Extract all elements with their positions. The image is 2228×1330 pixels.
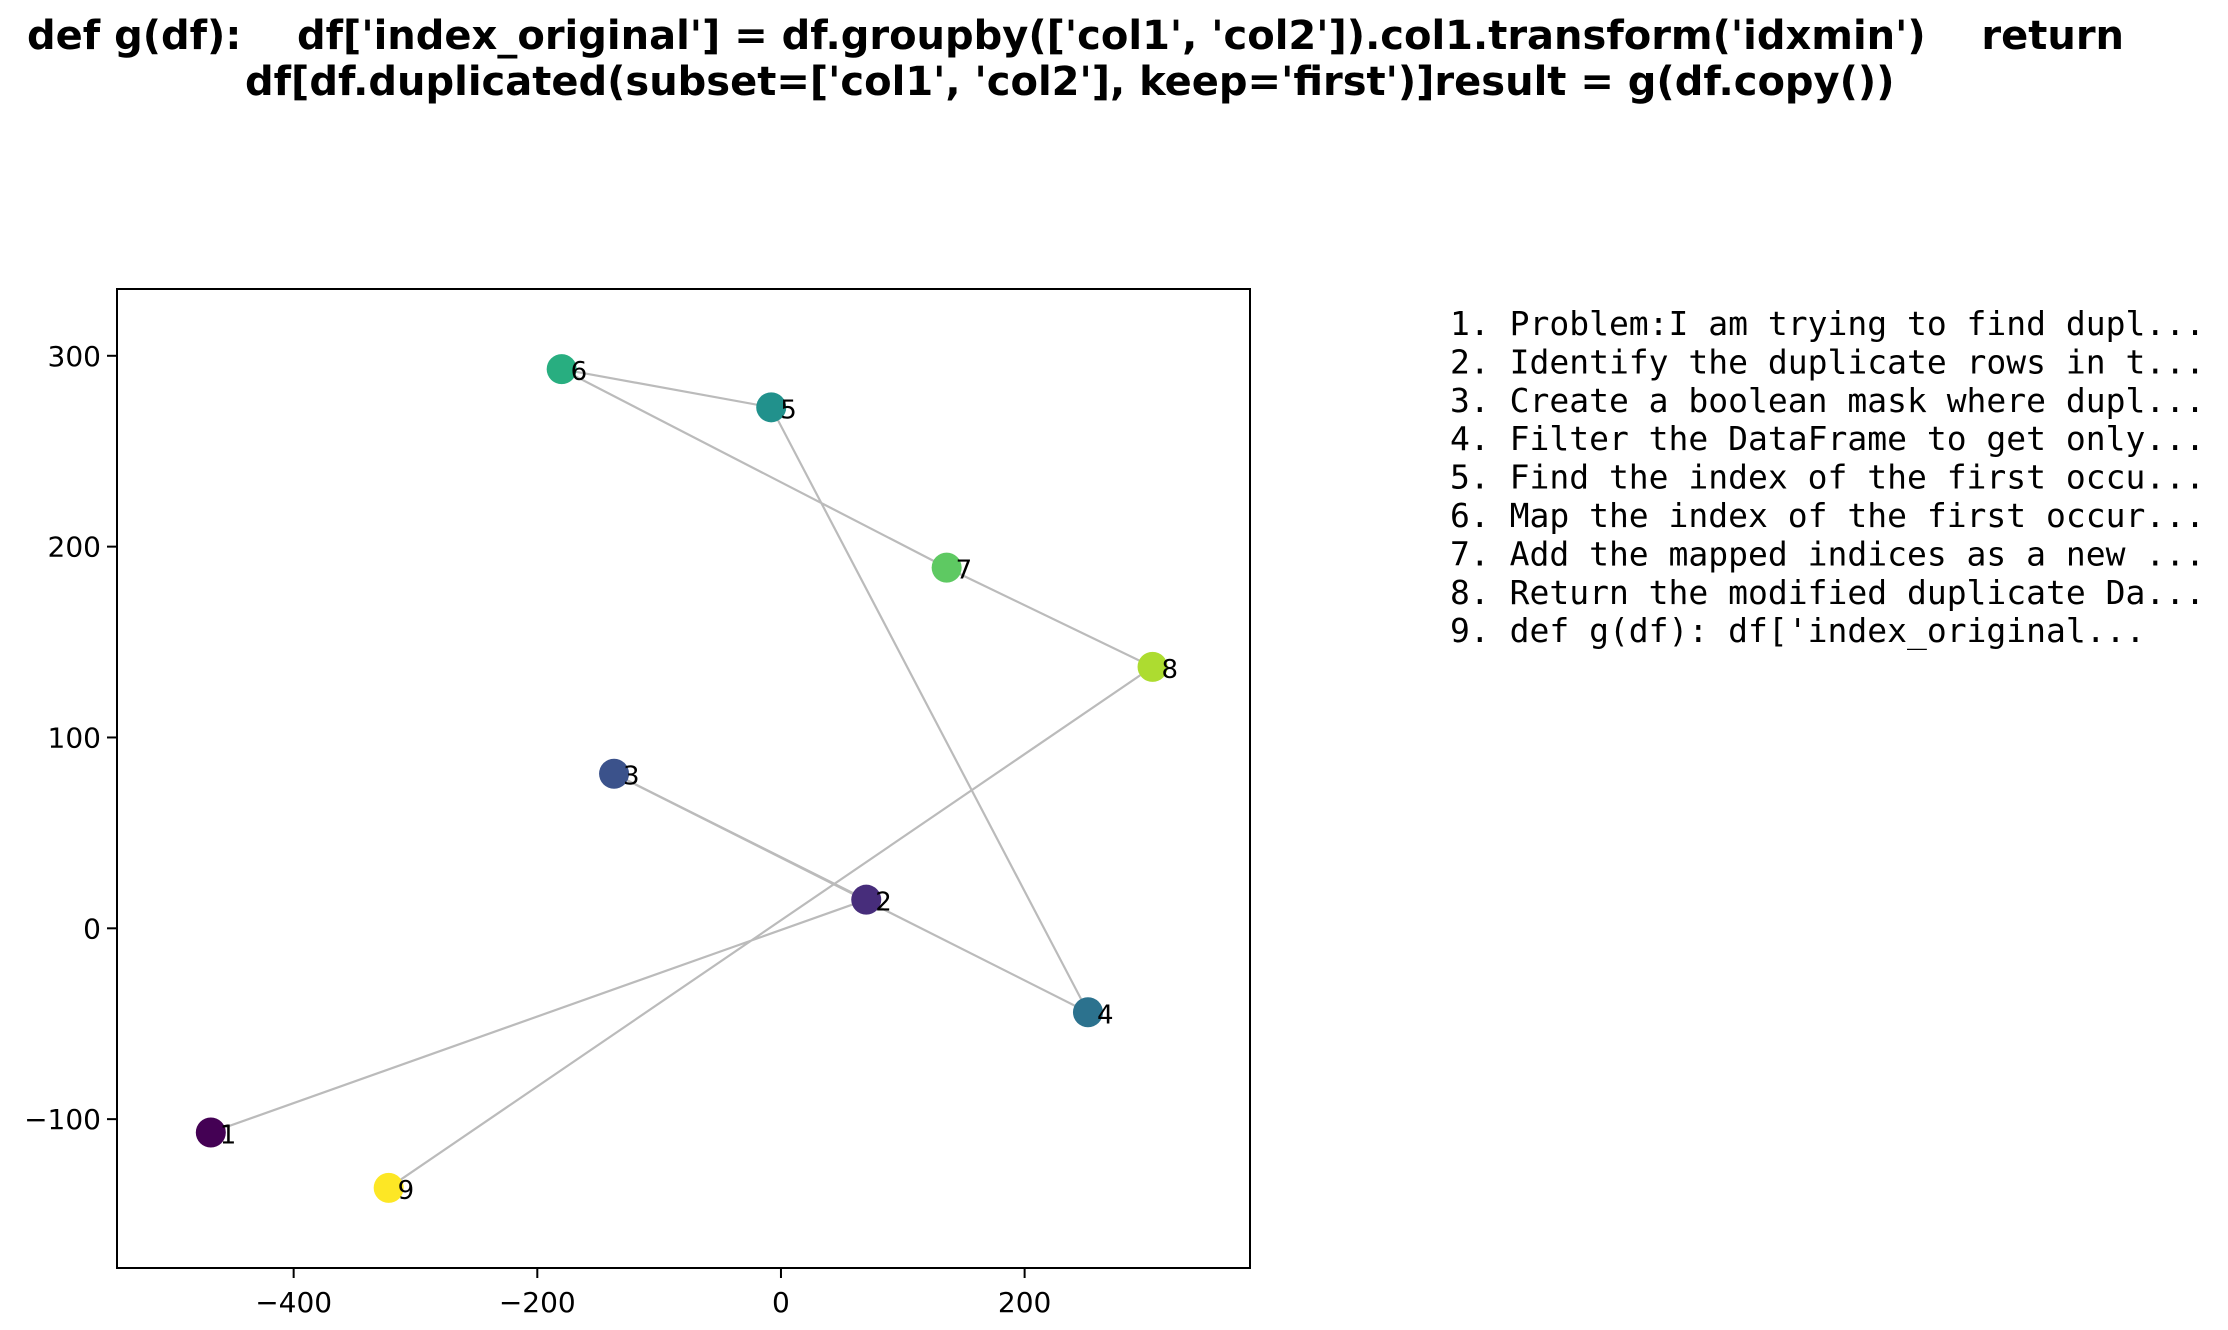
y-tick-label-4: 300 — [48, 340, 101, 373]
data-point-7 — [931, 552, 962, 583]
point-label-4: 4 — [1097, 1000, 1114, 1030]
plot-area: 1 2 3 4 5 6 7 8 9 −400 −200 0 200 −100 0 100 200 300 — [24, 288, 1251, 1319]
legend-item-5: 5. Find the index of the first occu... — [1450, 458, 2205, 497]
legend-item-9: 9. def g(df): df['index_original... — [1450, 611, 2145, 651]
connecting-line — [210, 368, 1155, 1189]
axes-frame — [116, 288, 1251, 1269]
chart-title-line-2: df[df.duplicated(subset=['col1', 'col2']… — [245, 59, 1894, 105]
point-label-1: 1 — [220, 1121, 237, 1151]
legend-item-3: 3. Create a boolean mask where dupl... — [1450, 381, 2205, 420]
x-tick-label-3: 200 — [998, 1286, 1051, 1319]
data-point-5 — [756, 392, 787, 423]
point-label-6: 6 — [571, 357, 588, 387]
point-label-3: 3 — [623, 762, 640, 792]
chart-title-line-1: def g(df): df['index_original'] = df.gro… — [27, 13, 2124, 59]
steps-legend: 1. Problem:I am trying to find dupl...2.… — [1450, 304, 2205, 651]
point-label-2: 2 — [875, 888, 892, 918]
data-point-9 — [373, 1172, 404, 1203]
legend-item-2: 2. Identify the duplicate rows in t... — [1450, 342, 2205, 381]
point-label-9: 9 — [398, 1176, 415, 1206]
legend-item-6: 6. Map the index of the first occur... — [1450, 496, 2205, 535]
data-point-6 — [546, 354, 577, 385]
legend-item-1: 1. Problem:I am trying to find dupl... — [1450, 304, 2205, 343]
point-label-5: 5 — [780, 395, 797, 425]
y-tick-label-0: −100 — [24, 1103, 101, 1136]
legend-item-4: 4. Filter the DataFrame to get only... — [1450, 419, 2205, 458]
y-tick-label-3: 200 — [48, 531, 101, 564]
x-tick-label-0: −400 — [255, 1286, 332, 1319]
point-label-8: 8 — [1162, 655, 1179, 685]
data-point-3 — [599, 758, 630, 789]
data-point-4 — [1072, 997, 1103, 1028]
data-point-8 — [1137, 651, 1168, 682]
data-point-1 — [195, 1117, 226, 1148]
point-label-7: 7 — [956, 556, 973, 586]
y-tick-label-2: 100 — [48, 721, 101, 754]
legend-item-8: 8. Return the modified duplicate Da... — [1450, 573, 2205, 612]
x-tick-label-1: −200 — [499, 1286, 576, 1319]
y-tick-label-1: 0 — [83, 912, 101, 945]
x-tick-label-2: 0 — [772, 1286, 790, 1319]
data-point-2 — [851, 884, 882, 915]
legend-item-7: 7. Add the mapped indices as a new ... — [1450, 534, 2205, 573]
